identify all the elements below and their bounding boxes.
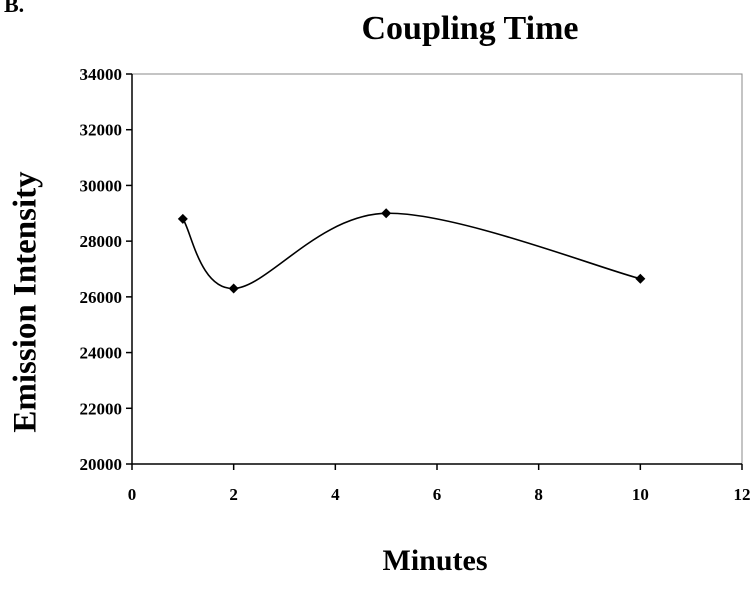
chart-title: Coupling Time <box>361 10 579 47</box>
x-tick-label: 8 <box>534 485 543 504</box>
x-tick-label: 10 <box>632 485 649 504</box>
axis-ticks: 20000 22000 24000 26000 28000 30000 32000 34000… <box>80 65 751 504</box>
data-point-marker <box>228 283 239 294</box>
series-group <box>177 208 646 294</box>
data-point-marker <box>635 273 646 284</box>
x-tick-label: 6 <box>433 485 442 504</box>
y-tick-label: 34000 <box>80 65 123 84</box>
x-tick-label: 2 <box>229 485 238 504</box>
x-tick-label: 0 <box>128 485 137 504</box>
series-line <box>182 212 641 290</box>
x-tick-label: 12 <box>734 485 751 504</box>
y-tick-label: 20000 <box>80 455 123 474</box>
data-point-marker <box>177 213 188 224</box>
plot-area-frame <box>131 73 743 465</box>
panel-label: B. <box>4 0 25 17</box>
x-axis-label: Minutes <box>382 544 488 577</box>
y-tick-label: 22000 <box>80 399 123 418</box>
data-point-marker <box>381 208 392 219</box>
x-tick-label: 4 <box>331 485 340 504</box>
y-tick-label: 28000 <box>80 232 123 251</box>
y-tick-label: 26000 <box>80 288 123 307</box>
y-tick-label: 30000 <box>80 176 123 195</box>
y-tick-label: 32000 <box>80 121 123 140</box>
y-tick-label: 24000 <box>80 344 123 363</box>
